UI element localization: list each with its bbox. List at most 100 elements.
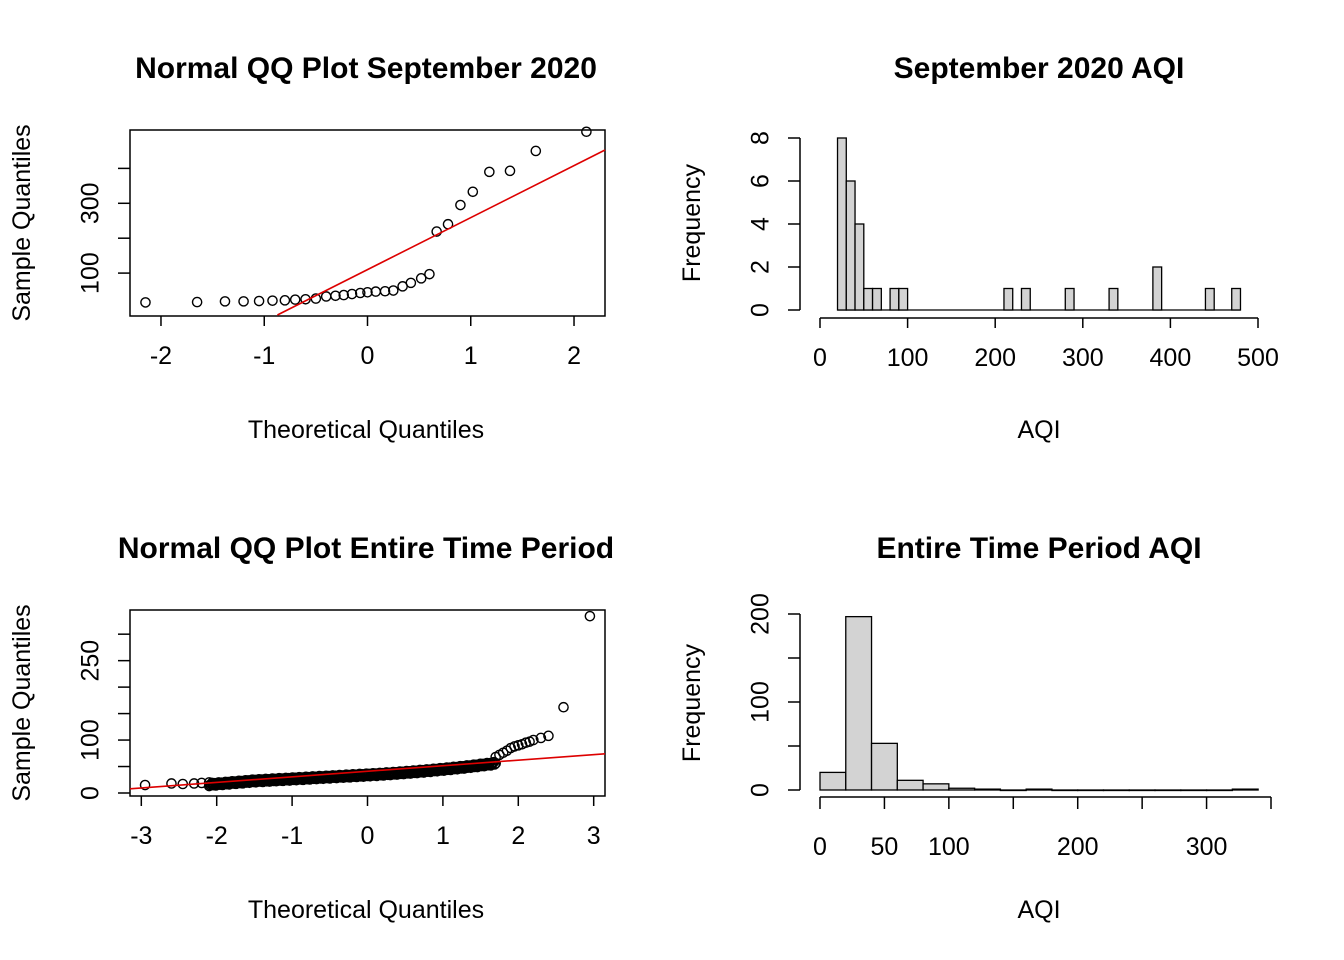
hist-entire-x-tick-label: 0 — [813, 833, 827, 861]
hist-entire-bar — [896, 779, 924, 791]
qq-entire-x-tick-label: 2 — [511, 822, 525, 850]
hist-entire-bar — [1051, 789, 1079, 792]
qq-september-point — [362, 286, 373, 298]
qq-entire-x-tick-label: 1 — [436, 822, 450, 850]
hist-entire-title: Entire Time Period AQI — [876, 532, 1201, 565]
qq-september-point — [467, 186, 479, 198]
qq-september-point — [289, 294, 301, 305]
qq-september-point — [320, 291, 332, 302]
hist-entire-y-tick-label: 200 — [747, 593, 775, 635]
hist-september-x-tick-label: 300 — [1062, 344, 1104, 372]
hist-entire-bar — [1102, 789, 1130, 792]
qq-september-point — [346, 288, 358, 300]
qq-september-point — [581, 126, 592, 138]
qq-september-point — [279, 295, 291, 306]
hist-september-xlabel: AQI — [1017, 416, 1060, 444]
qq-entire-ylabel: Sample Quantiles — [8, 604, 36, 801]
qq-entire-x-tick-label: 0 — [361, 822, 375, 850]
hist-september-bar — [854, 223, 865, 311]
qq-september-point — [484, 166, 495, 178]
qq-entire-point — [543, 730, 554, 742]
hist-entire-bar — [973, 788, 1002, 791]
hist-september-bar — [1204, 287, 1215, 311]
hist-entire-bars — [819, 615, 1259, 792]
hist-september-x-tick-label: 400 — [1150, 344, 1192, 372]
hist-entire-ylabel: Frequency — [678, 643, 706, 762]
qq-entire-point — [535, 732, 547, 744]
hist-september-title: September 2020 AQI — [894, 52, 1185, 85]
qq-september-x-tick-label: -1 — [253, 342, 275, 370]
qq-entire-y-tick-label: 0 — [77, 786, 105, 800]
qq-entire-x-tick-label: -1 — [281, 822, 303, 850]
qq-entire-point — [584, 610, 596, 622]
qq-september-ylabel: Sample Quantiles — [8, 124, 36, 321]
qq-september-y-tick-label: 300 — [77, 182, 105, 224]
qq-entire-point — [558, 701, 569, 713]
hist-entire-x-tick-label: 50 — [871, 833, 899, 861]
hist-entire-bar — [845, 615, 873, 791]
hist-september-y-axis: 0 2 4 6 8 — [747, 131, 801, 317]
hist-september-bar — [871, 287, 882, 311]
qq-september-point — [379, 285, 391, 297]
hist-entire-bar — [1205, 789, 1233, 792]
qq-september-title: Normal QQ Plot September 2020 — [135, 52, 597, 85]
hist-entire-bar — [1180, 789, 1208, 792]
qq-entire-title: Normal QQ Plot Entire Time Period — [118, 532, 614, 565]
hist-entire-x-tick-label: 100 — [928, 833, 970, 861]
qq-september-point — [388, 285, 399, 296]
qq-september-x-tick-label: 1 — [464, 342, 478, 370]
hist-entire-bar — [1077, 789, 1105, 792]
hist-entire-bar — [870, 742, 898, 791]
hist-entire-x-axis: 0 50 100 200 300 — [813, 796, 1272, 861]
hist-entire-x-tick-label: 200 — [1057, 833, 1099, 861]
hist-september-x-tick-label: 500 — [1237, 344, 1279, 372]
qq-september-x-axis: -2 -1 0 1 2 — [150, 316, 581, 370]
hist-september-bar — [889, 287, 900, 311]
qq-entire-point — [528, 734, 539, 746]
qq-september-point — [253, 295, 265, 307]
qq-entire-xlabel: Theoretical Quantiles — [248, 896, 484, 924]
qq-september-point — [405, 277, 417, 289]
qq-september-point — [267, 295, 278, 306]
qq-entire-reference-line — [129, 752, 606, 790]
hist-september-bar — [898, 287, 909, 311]
qq-entire-point — [489, 759, 501, 770]
hist-entire-bar — [922, 783, 950, 791]
qq-entire-y-tick-label: 100 — [77, 719, 105, 761]
hist-september-bar — [863, 287, 874, 311]
hist-entire-bar — [1025, 788, 1053, 791]
hist-entire-bar — [1128, 789, 1156, 792]
hist-entire-y-tick-label: 0 — [747, 783, 775, 797]
qq-september-point — [530, 145, 542, 157]
qq-september-reference-line — [277, 149, 606, 316]
qq-entire-point — [487, 757, 499, 769]
qq-september-point — [140, 297, 151, 308]
qq-entire-point — [139, 779, 151, 791]
hist-september-bar — [845, 180, 856, 311]
hist-september-bar — [1003, 287, 1014, 311]
qq-entire-y-tick-label: 250 — [77, 640, 105, 682]
qq-entire-point — [490, 758, 501, 769]
hist-september-bar — [1152, 266, 1163, 311]
hist-september-y-tick-label: 8 — [747, 131, 775, 145]
qq-september-point — [338, 289, 350, 301]
qq-entire-plot-box — [129, 609, 606, 797]
qq-september-points — [140, 126, 592, 308]
qq-september-point — [219, 296, 231, 307]
qq-september-panel: Normal QQ Plot September 2020 -2 -1 0 1 2 10… — [8, 52, 606, 444]
qq-entire-points — [139, 610, 596, 792]
hist-entire-panel: Entire Time Period AQI 0 50 100 200 300 0 100… — [678, 532, 1272, 924]
hist-september-x-tick-label: 100 — [887, 344, 929, 372]
qq-september-x-tick-label: 0 — [361, 342, 375, 370]
hist-september-y-tick-label: 4 — [747, 217, 775, 231]
qq-september-point — [354, 287, 366, 299]
hist-entire-y-tick-label: 100 — [747, 681, 775, 723]
hist-september-ylabel: Frequency — [678, 163, 706, 282]
hist-entire-bar — [999, 789, 1027, 792]
qq-september-point — [424, 268, 435, 280]
hist-entire-x-tick-label: 300 — [1186, 833, 1228, 861]
qq-september-xlabel: Theoretical Quantiles — [248, 416, 484, 444]
hist-september-bar — [1064, 287, 1075, 311]
qq-september-point — [238, 296, 249, 307]
